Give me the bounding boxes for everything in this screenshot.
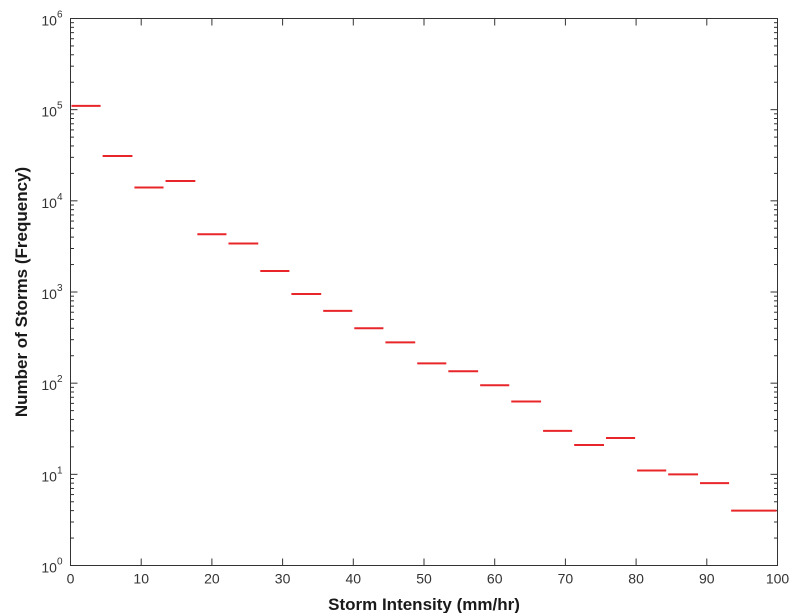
x-tick-label: 30 xyxy=(275,571,291,587)
y-tick-label: 100 xyxy=(41,557,63,576)
y-tick-label: 106 xyxy=(41,10,63,29)
x-tick-label: 10 xyxy=(133,571,149,587)
data-series xyxy=(71,104,777,512)
x-tick-label: 20 xyxy=(204,571,220,587)
x-tick-label: 50 xyxy=(416,571,432,587)
y-tick-label: 104 xyxy=(41,192,63,211)
y-tick-label: 101 xyxy=(41,465,63,484)
y-tick-label: 102 xyxy=(41,374,63,393)
x-tick-label: 60 xyxy=(487,571,503,587)
y-axis-title: Number of Storms (Frequency) xyxy=(12,167,31,417)
y-tick-label: 103 xyxy=(41,283,63,302)
x-axis-title: Storm Intensity (mm/hr) xyxy=(328,595,520,613)
axis-ticks xyxy=(70,18,778,566)
x-tick-label: 80 xyxy=(628,571,644,587)
x-tick-label: 70 xyxy=(558,571,574,587)
y-tick-label: 105 xyxy=(41,101,63,120)
x-tick-label: 90 xyxy=(699,571,715,587)
y-tick-labels: 100 101 102 103 104 105 106 xyxy=(41,10,63,576)
plot-area-frame xyxy=(70,18,778,566)
x-tick-label: 100 xyxy=(766,571,790,587)
x-tick-labels: 0 10 20 30 40 50 60 70 80 90 100 xyxy=(67,571,790,587)
x-tick-label: 40 xyxy=(346,571,362,587)
x-tick-label: 0 xyxy=(67,571,75,587)
